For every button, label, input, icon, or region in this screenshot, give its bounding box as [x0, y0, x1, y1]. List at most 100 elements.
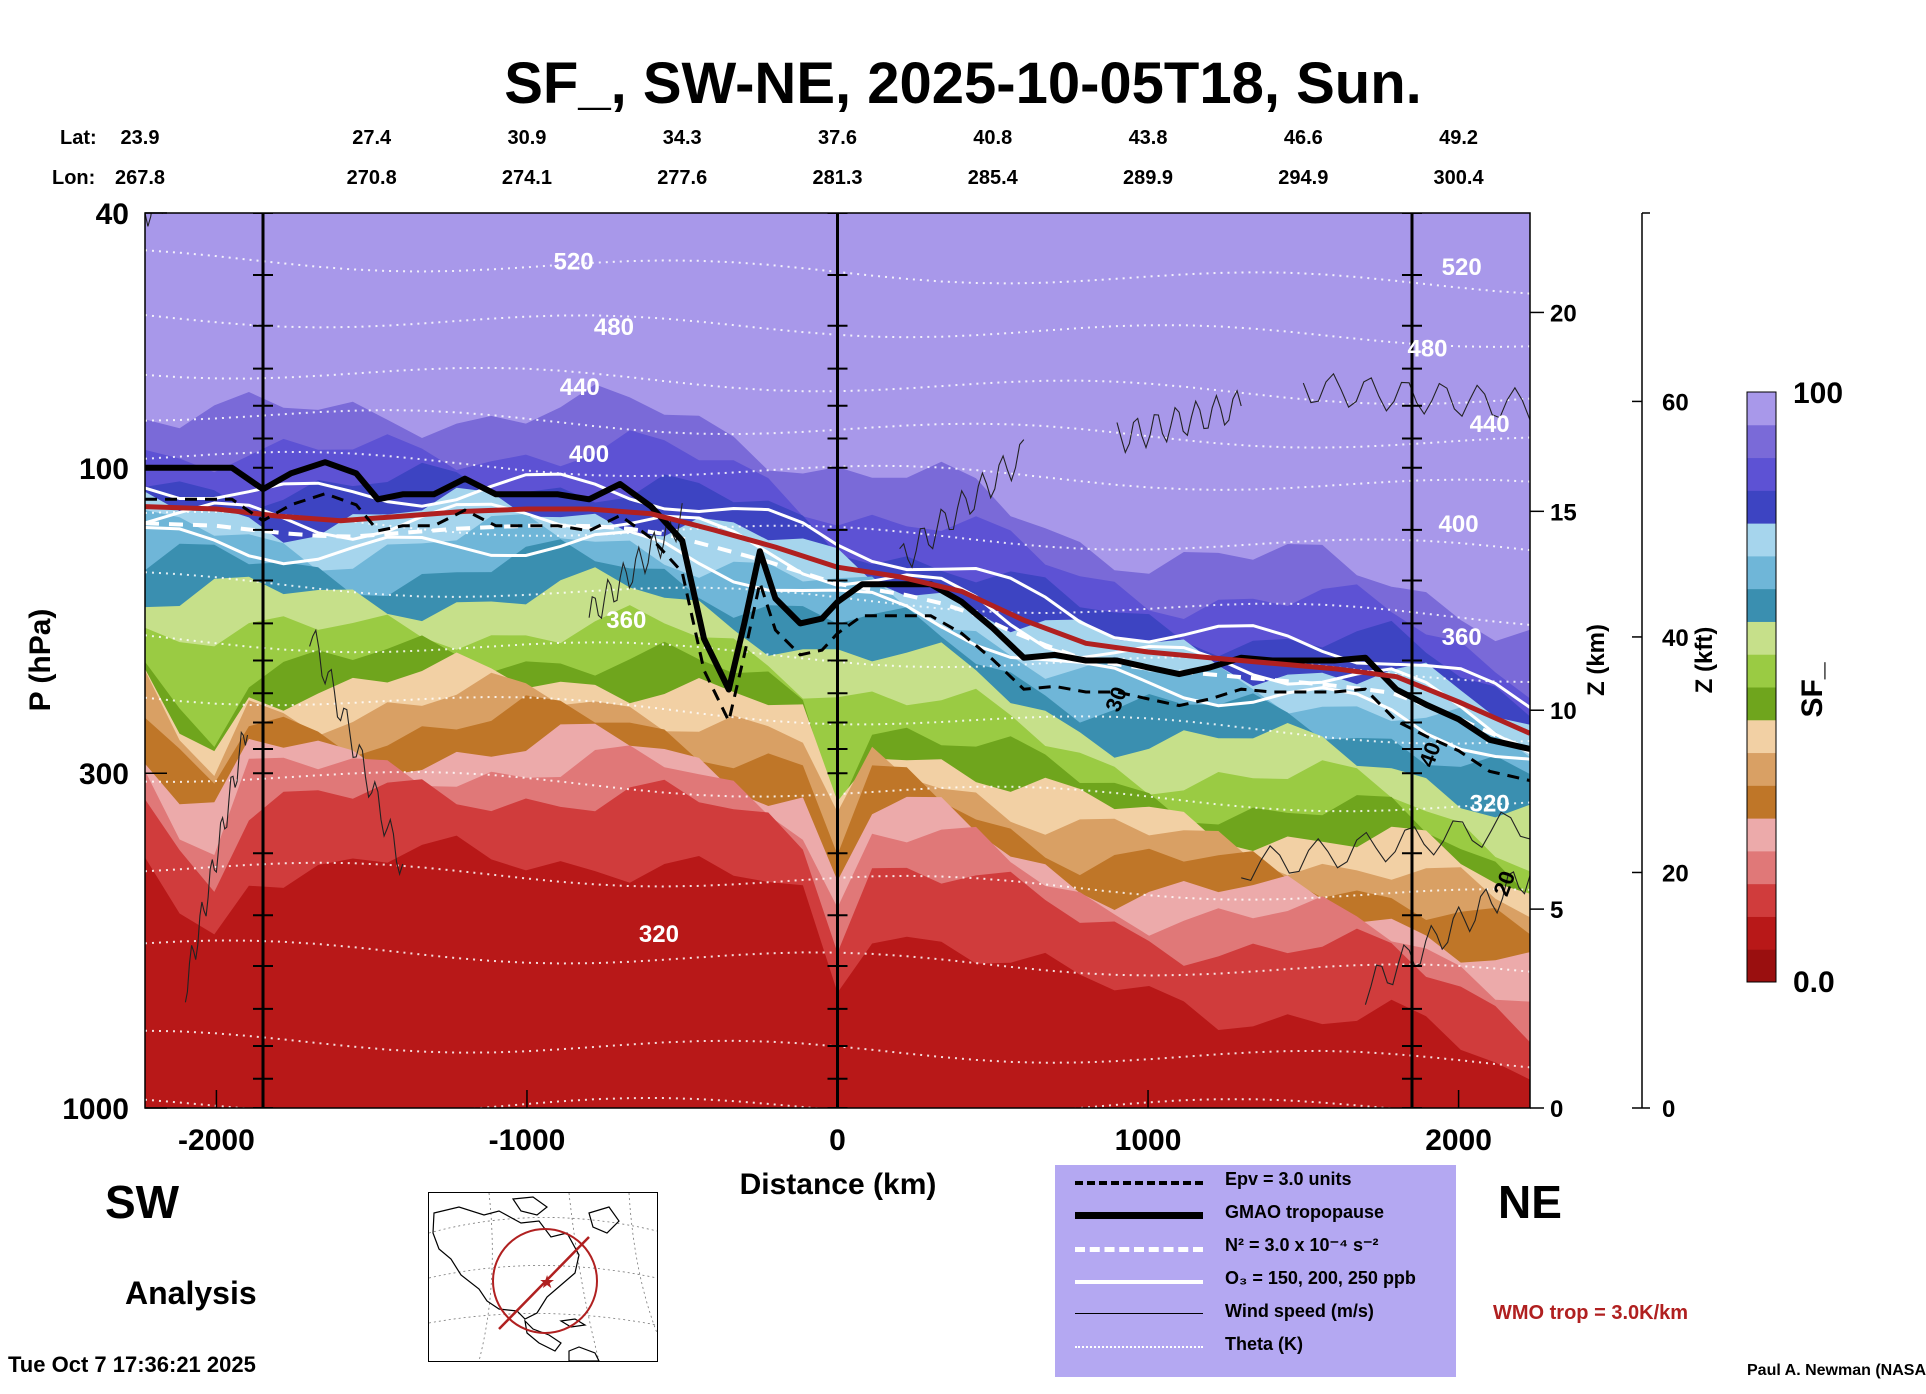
legend-label: O₃ = 150, 200, 250 ppb: [1225, 1268, 1416, 1288]
theta-label: 440: [1470, 411, 1510, 438]
colorbar-band: [1747, 687, 1776, 721]
y-axis-title: P (hPa): [24, 609, 57, 712]
lat-lon-values: 23.9 267.8 27.4 270.8 30.9 274.1 34.3 277.6 37.6…: [115, 127, 1485, 189]
z-kft-tick-label: 40: [1662, 625, 1689, 652]
lat-value: 37.6: [818, 127, 857, 149]
theta-line: [145, 1096, 1398, 1108]
lon-value: 277.6: [657, 167, 707, 189]
theta-label: 400: [569, 441, 609, 468]
legend-label: N² = 3.0 x 10⁻⁴ s⁻²: [1225, 1235, 1379, 1255]
colorbar-band: [1747, 949, 1776, 983]
z-kft-tick-label: 0: [1662, 1096, 1675, 1123]
wind-speed-contours: [145, 213, 1530, 1005]
z-km-tick-label: 20: [1550, 300, 1577, 327]
theta-label: 480: [1407, 335, 1447, 362]
lat-value: 40.8: [973, 127, 1012, 149]
theta-label: 520: [1442, 254, 1482, 281]
legend: Epv = 3.0 units GMAO tropopause N² = 3.0…: [1055, 1165, 1456, 1377]
lat-value: 34.3: [663, 127, 702, 149]
wind-line: [1302, 372, 1530, 421]
theta-label: 480: [594, 314, 634, 341]
x-tick-label: 2000: [1425, 1124, 1492, 1157]
z-kft-axis-title: Z (kft): [1691, 627, 1718, 694]
theta-label: 360: [606, 607, 646, 634]
legend-item-ozone: O₃ = 150, 200, 250 ppb: [1055, 1264, 1456, 1297]
colorbar-max-label: 100: [1793, 377, 1843, 410]
lat-value: 43.8: [1129, 127, 1168, 149]
colorbar-band: [1747, 457, 1776, 491]
wind-line: [309, 628, 404, 877]
theta-label: 440: [560, 374, 600, 401]
colorbar-band: [1747, 555, 1776, 590]
lat-value: 49.2: [1439, 127, 1478, 149]
colorbar-band: [1747, 916, 1776, 950]
colorbar-band: [1747, 719, 1776, 754]
colorbar-band: [1747, 785, 1776, 819]
plot-lavender-block: [1190, 368, 1530, 468]
lat-value: 23.9: [121, 127, 160, 149]
colorbar-title: SF_: [1796, 662, 1829, 717]
lon-value: 267.8: [115, 167, 165, 189]
z-kft-tick-label: 20: [1662, 860, 1689, 887]
lon-value: 289.9: [1123, 167, 1173, 189]
analysis-label: Analysis: [125, 1275, 257, 1311]
lon-value: 281.3: [812, 167, 862, 189]
lat-value: 46.6: [1284, 127, 1323, 149]
colorbar-band: [1747, 523, 1776, 557]
colorbar-band: [1747, 850, 1776, 885]
wind-line: [1116, 389, 1242, 454]
wind-line: [184, 730, 249, 1003]
colorbar-band: [1747, 621, 1776, 655]
lon-value: 300.4: [1434, 167, 1485, 189]
lon-value: 285.4: [968, 167, 1019, 189]
legend-label: Epv = 3.0 units: [1225, 1169, 1352, 1189]
band-0: [145, 835, 1530, 1108]
lon-value: 274.1: [502, 167, 552, 189]
legend-item-wind-speed: Wind speed (m/s): [1055, 1297, 1456, 1330]
colorbar-band: [1747, 752, 1776, 786]
lon-label: Lon:: [52, 167, 95, 189]
z-km-tick-label: 5: [1550, 897, 1563, 924]
map-coastlines: [432, 1196, 620, 1362]
colorbar-band: [1747, 424, 1776, 459]
colorbar-band: [1747, 654, 1776, 688]
x-tick-label: 1000: [1115, 1124, 1182, 1157]
colorbar-band: [1747, 883, 1776, 917]
wind-line: [899, 439, 1025, 569]
legend-item-gmao-tropopause: GMAO tropopause: [1055, 1198, 1456, 1231]
author-credit: Paul A. Newman (NASA: [1747, 1362, 1926, 1379]
inset-locator-map: ★: [428, 1192, 658, 1362]
lat-value: 27.4: [352, 127, 392, 149]
z-km-tick-label: 10: [1550, 698, 1577, 725]
axes: -2000 -1000 0 1000 2000 40 100 300 1000 0 5 10 15 20 0…: [62, 198, 1688, 1157]
lon-value: 270.8: [347, 167, 397, 189]
datestamp: Tue Oct 7 17:36:21 2025: [8, 1352, 256, 1377]
theta-label: 320: [1470, 790, 1510, 817]
ne-label: NE: [1498, 1176, 1562, 1228]
y-tick-label: 40: [96, 198, 129, 231]
theta-label: 400: [1439, 511, 1479, 538]
vertical-reference-lines: [253, 213, 1422, 1108]
map-center-star-icon: ★: [539, 1272, 555, 1293]
colorbar-min-label: 0.0: [1793, 966, 1835, 999]
colorbar-band: [1747, 588, 1776, 622]
z-km-tick-label: 15: [1550, 499, 1577, 526]
legend-item-epv: Epv = 3.0 units: [1055, 1165, 1456, 1198]
theta-label: 520: [554, 248, 594, 275]
wind-line: [1241, 811, 1530, 882]
legend-label: Wind speed (m/s): [1225, 1301, 1374, 1321]
lat-value: 30.9: [507, 127, 546, 149]
x-tick-label: -1000: [489, 1124, 566, 1157]
wmo-trop-label: WMO trop = 3.0K/km: [1493, 1302, 1689, 1324]
chart-title: SF_, SW-NE, 2025-10-05T18, Sun.: [504, 51, 1422, 116]
theta-label: 320: [639, 921, 679, 948]
epv-line: [145, 492, 1530, 783]
legend-label: GMAO tropopause: [1225, 1202, 1385, 1222]
colorbar-band: [1747, 490, 1776, 524]
lon-value: 294.9: [1278, 167, 1328, 189]
legend-item-n2: N² = 3.0 x 10⁻⁴ s⁻²: [1055, 1231, 1456, 1264]
x-tick-label: -2000: [178, 1124, 255, 1157]
z-km-axis-title: Z (km): [1583, 624, 1610, 696]
colorbar-bands: [1746, 391, 1777, 983]
